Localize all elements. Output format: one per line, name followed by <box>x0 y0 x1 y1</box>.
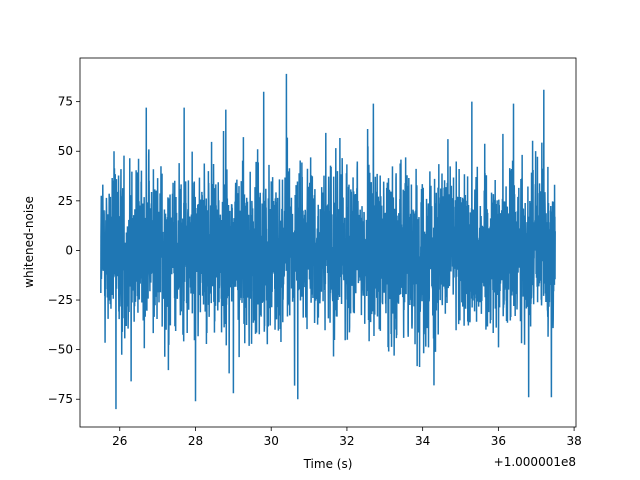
x-tick-label: 36 <box>491 434 506 448</box>
x-tick-label: 32 <box>339 434 354 448</box>
y-axis-label: whitened-noise <box>22 196 36 288</box>
plot-frame <box>79 57 577 428</box>
y-tick-label: 75 <box>58 95 73 109</box>
x-tick-label: 26 <box>112 434 127 448</box>
y-tick-label: −25 <box>48 293 73 307</box>
y-tick-label: 25 <box>58 194 73 208</box>
x-axis-offset-label: +1.000001e8 <box>494 455 576 469</box>
x-tick-label: 38 <box>566 434 581 448</box>
y-axis-ticks: −75 −50 −25 0 25 50 75 <box>48 95 80 406</box>
y-tick-label: 50 <box>58 144 73 158</box>
x-axis-ticks: 26 28 30 32 34 36 38 <box>112 427 582 448</box>
x-axis-label: Time (s) <box>303 457 353 471</box>
x-tick-label: 30 <box>264 434 279 448</box>
y-tick-label: 0 <box>65 243 73 257</box>
y-tick-label: −50 <box>48 343 73 357</box>
y-tick-label: −75 <box>48 392 73 406</box>
x-tick-label: 28 <box>188 434 203 448</box>
x-tick-label: 34 <box>415 434 430 448</box>
series-line <box>100 73 556 410</box>
